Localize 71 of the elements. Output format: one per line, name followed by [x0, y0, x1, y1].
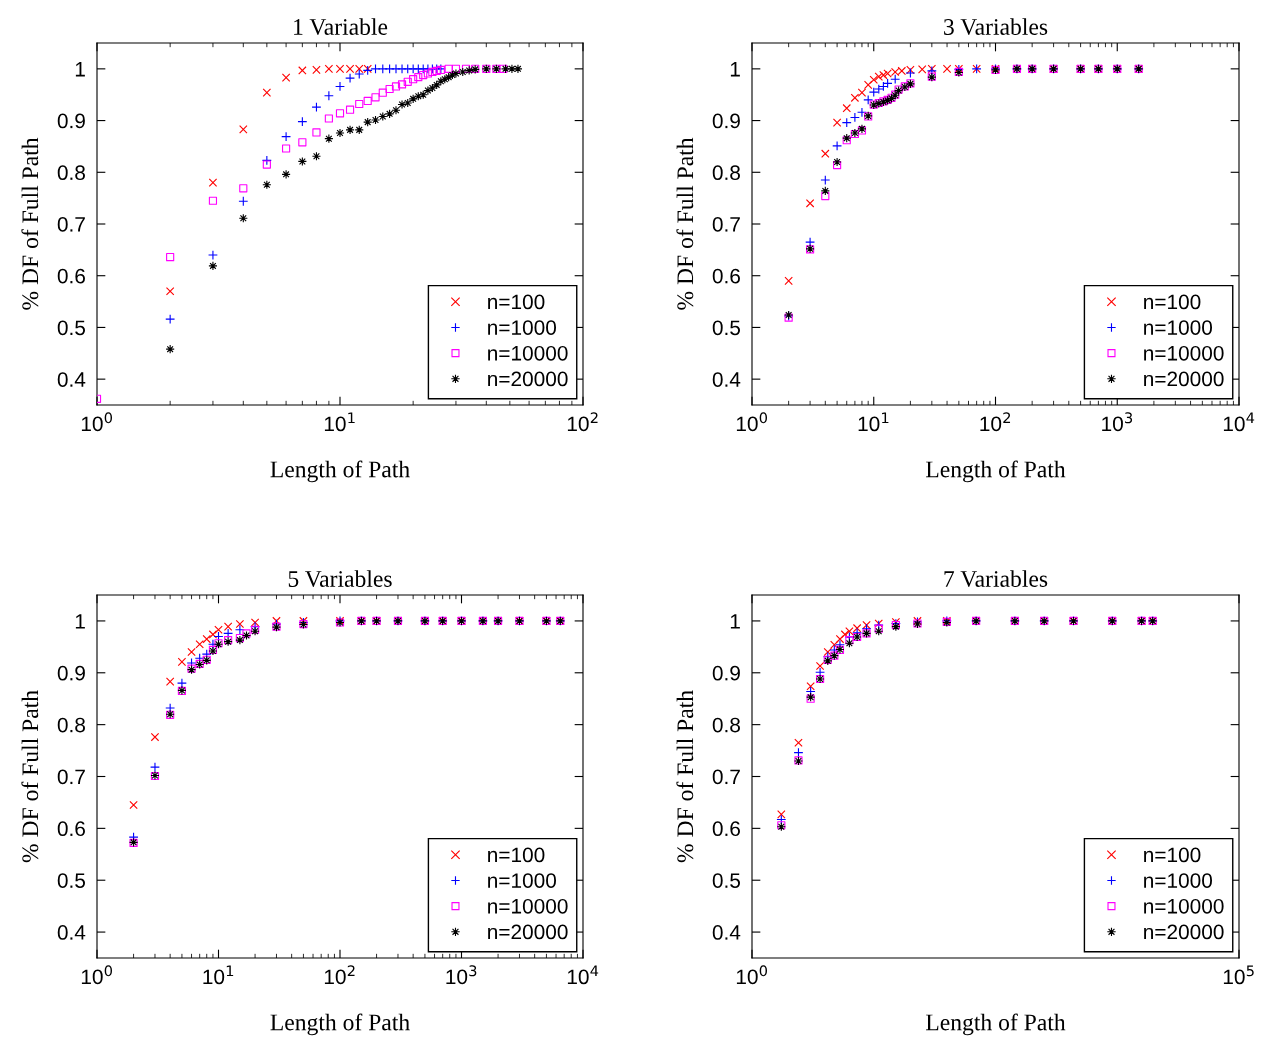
y-axis-title: % DF of Full Path [21, 690, 39, 863]
x-axis-title: Length of Path [926, 460, 1066, 483]
legend-label: n=10000 [488, 345, 568, 361]
y-tick-label: 0.8 [712, 717, 740, 733]
x-tick-label: 10$^{4}$ [1223, 412, 1255, 432]
y-tick-label: 0.4 [712, 372, 741, 387]
x-tick-label: 10$^{3}$ [1102, 412, 1133, 432]
x-tick-label: 10$^{1}$ [858, 412, 889, 432]
legend-label: n=1000 [488, 873, 557, 888]
y-tick-label: 0.4 [57, 372, 86, 387]
y-tick-label: 0.5 [57, 320, 86, 336]
x-tick-label: 10$^{0}$ [736, 412, 768, 432]
x-tick-label: 10$^{1}$ [324, 412, 355, 432]
legend-label: n=100 [1144, 847, 1201, 863]
y-tick-label: 0.9 [57, 113, 85, 129]
y-tick-label: 0.8 [712, 165, 740, 181]
y-tick-label: 0.9 [57, 665, 85, 681]
legend-label: n=1000 [488, 320, 557, 335]
y-tick-label: 0.5 [712, 873, 741, 888]
legend-label: n=20000 [1144, 924, 1224, 940]
legend-label: n=1000 [1144, 320, 1213, 335]
legend-label: n=20000 [488, 371, 568, 387]
legend-label: n=10000 [1144, 898, 1224, 914]
y-axis-title: % DF of Full Path [676, 137, 694, 310]
x-tick-label: 10$^{3}$ [446, 965, 477, 985]
y-tick-label: 1 [75, 614, 85, 629]
y-tick-label: 0.6 [57, 268, 85, 284]
y-tick-label: 0.6 [712, 268, 740, 284]
legend-label: n=20000 [488, 924, 568, 940]
chart-title: 7 Variables [944, 570, 1048, 588]
x-axis-title: Length of Path [270, 1013, 410, 1036]
x-tick-label: 10$^{5}$ [1223, 965, 1254, 985]
chart-title: 3 Variables [944, 18, 1048, 36]
legend-label: n=10000 [488, 898, 568, 914]
y-tick-label: 0.7 [712, 217, 740, 232]
x-tick-label: 10$^{4}$ [567, 965, 599, 985]
legend-label: n=100 [488, 847, 545, 863]
y-tick-label: 0.8 [57, 717, 85, 733]
x-tick-label: 10$^{2}$ [324, 965, 355, 985]
y-axis-title: % DF of Full Path [21, 137, 39, 310]
y-tick-label: 0.5 [712, 320, 741, 336]
y-tick-label: 0.6 [57, 821, 85, 837]
y-tick-label: 0.9 [712, 665, 740, 681]
legend-label: n=1000 [1144, 873, 1213, 888]
legend-label: n=100 [488, 294, 545, 310]
y-tick-label: 1 [730, 62, 740, 77]
x-tick-label: 10$^{1}$ [203, 965, 234, 985]
x-tick-label: 10$^{0}$ [81, 965, 113, 985]
x-tick-label: 10$^{0}$ [81, 412, 113, 432]
chart-title: 1 Variable [294, 18, 388, 36]
x-tick-label: 10$^{0}$ [736, 965, 768, 985]
y-tick-label: 0.7 [57, 217, 85, 232]
y-tick-label: 0.4 [57, 925, 86, 940]
x-tick-label: 10$^{2}$ [567, 412, 598, 432]
y-tick-label: 0.5 [57, 873, 86, 888]
legend-label: n=100 [1144, 294, 1201, 310]
legend-label: n=10000 [1144, 345, 1224, 361]
y-tick-label: 0.9 [712, 113, 740, 129]
x-tick-label: 10$^{2}$ [980, 412, 1011, 432]
chart-title: 5 Variables [288, 570, 392, 588]
y-tick-label: 0.6 [712, 821, 740, 837]
y-tick-label: 0.7 [712, 769, 740, 785]
x-axis-title: Length of Path [270, 460, 410, 483]
y-tick-label: 0.8 [57, 165, 85, 181]
y-tick-label: 0.7 [57, 769, 85, 785]
legend-label: n=20000 [1144, 371, 1224, 387]
y-tick-label: 1 [730, 614, 740, 629]
x-axis-title: Length of Path [926, 1013, 1066, 1036]
y-tick-label: 1 [75, 62, 85, 77]
y-tick-label: 0.4 [712, 925, 741, 940]
y-axis-title: % DF of Full Path [676, 690, 694, 863]
